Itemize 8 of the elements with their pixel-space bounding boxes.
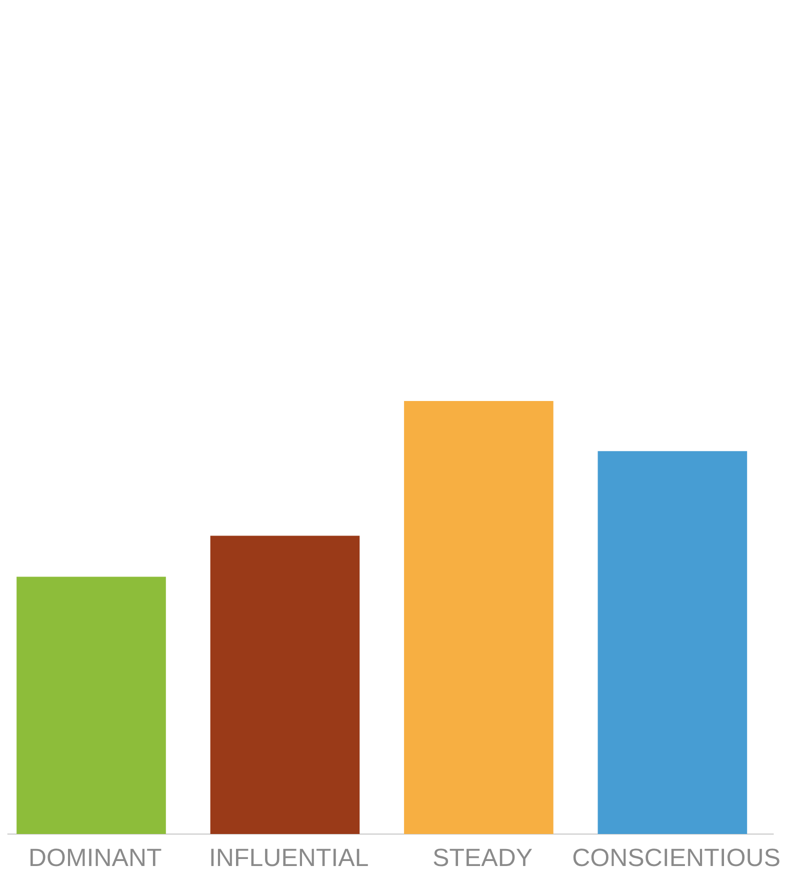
x-tick-label: CONSCIENTIOUS <box>573 848 780 866</box>
bar <box>16 576 166 834</box>
bar <box>598 451 748 834</box>
x-tick-label: INFLUENTIAL <box>211 848 368 866</box>
bar <box>404 400 554 834</box>
x-tick-label: STEADY <box>434 848 532 866</box>
x-tick-label: DOMINANT <box>30 848 162 866</box>
bar <box>210 536 360 834</box>
